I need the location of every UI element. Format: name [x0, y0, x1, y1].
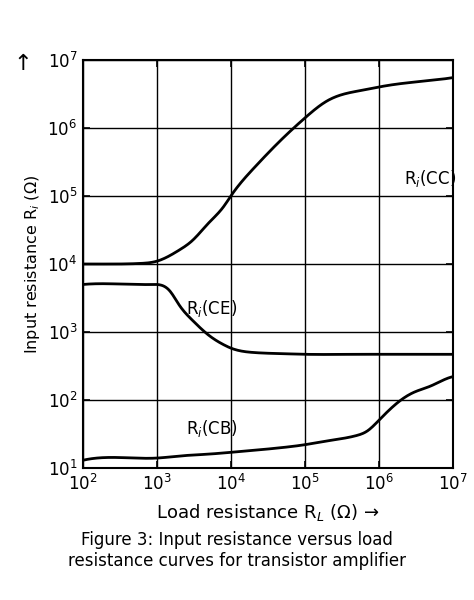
- Y-axis label: Input resistance R$_i$ (Ω): Input resistance R$_i$ (Ω): [23, 175, 42, 353]
- Text: R$_i$(CC): R$_i$(CC): [404, 168, 456, 189]
- Text: R$_i$(CE): R$_i$(CE): [186, 298, 237, 319]
- Text: Figure 3: Input resistance versus load
resistance curves for transistor amplifie: Figure 3: Input resistance versus load r…: [68, 531, 406, 570]
- X-axis label: Load resistance R$_L$ (Ω) →: Load resistance R$_L$ (Ω) →: [156, 502, 380, 523]
- Text: $\uparrow$: $\uparrow$: [9, 52, 29, 73]
- Text: R$_i$(CB): R$_i$(CB): [186, 418, 238, 439]
